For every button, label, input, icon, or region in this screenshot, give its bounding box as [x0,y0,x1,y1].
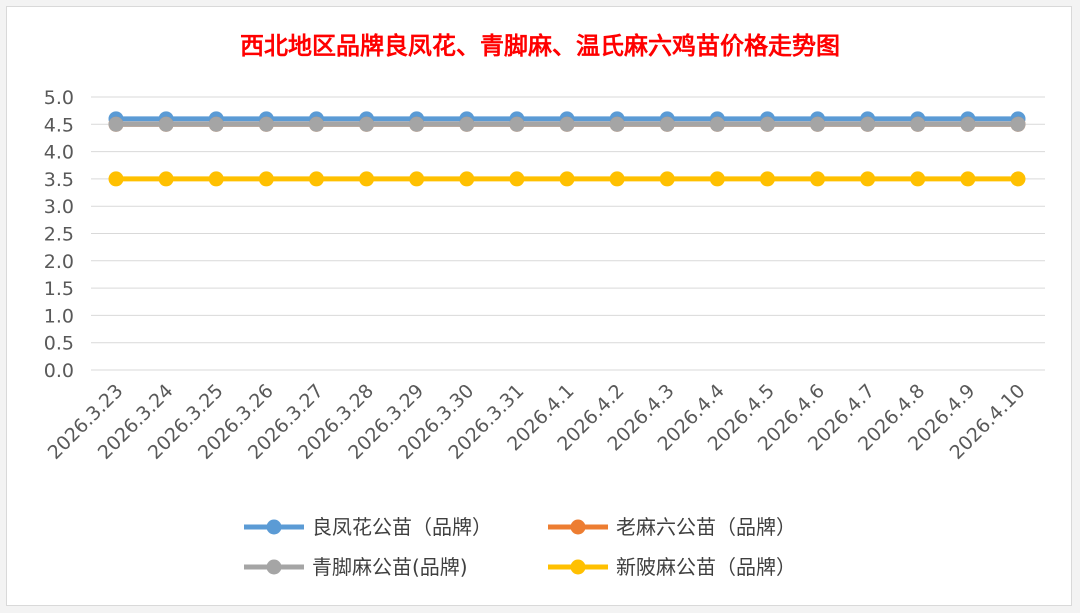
data-point [860,171,876,187]
y-tick-label: 2.0 [44,251,74,273]
data-point [409,171,425,187]
data-point [709,171,725,187]
y-tick-label: 4.5 [44,114,74,136]
series-group [108,111,1026,187]
data-point [108,116,124,132]
data-point [709,116,725,132]
series-2 [108,116,1026,132]
legend: 良凤花公苗（品牌） 老麻六公苗（品牌） 青脚麻公苗(品牌) 新陂麻公苗（品牌） [244,515,796,579]
legend-label: 老麻六公苗（品牌） [616,515,796,539]
data-point [960,116,976,132]
y-tick-label: 2.5 [44,224,74,246]
x-axis-ticks: 2026.3.232026.3.242026.3.252026.3.262026… [44,380,1030,464]
y-tick-label: 4.0 [44,142,74,164]
legend-dot-marker [570,519,586,535]
data-point [910,171,926,187]
legend-dot-marker [266,559,282,575]
data-point [609,171,625,187]
gridlines [91,96,1045,371]
data-point [308,171,324,187]
data-point [810,171,826,187]
y-tick-label: 3.0 [44,196,74,218]
data-point [910,116,926,132]
y-tick-label: 0.5 [44,333,74,355]
chart-title: 西北地区品牌良凤花、青脚麻、温氏麻六鸡苗价格走势图 [240,31,840,60]
data-point [759,116,775,132]
legend-item-2: 青脚麻公苗(品牌) [244,555,468,579]
data-point [108,171,124,187]
legend-dot-marker [266,519,282,535]
data-point [1010,171,1026,187]
data-point [509,116,525,132]
data-point [860,116,876,132]
series-3 [108,171,1026,187]
legend-item-0: 良凤花公苗（品牌） [244,515,492,539]
legend-label: 青脚麻公苗(品牌) [312,555,468,579]
y-tick-label: 1.5 [44,278,74,300]
data-point [659,116,675,132]
y-axis-ticks: 0.0 0.5 1.0 1.5 2.0 2.5 3.0 3.5 4.0 4.5 5.0 [44,87,74,382]
data-point [359,171,375,187]
data-point [559,116,575,132]
legend-item-1: 老麻六公苗（品牌） [548,515,796,539]
data-point [158,171,174,187]
chart-area [6,6,1072,606]
data-point [459,116,475,132]
legend-label: 良凤花公苗（品牌） [312,515,492,539]
y-tick-label: 1.0 [44,305,74,327]
legend-dot-marker [570,559,586,575]
y-tick-label: 5.0 [44,87,74,109]
data-point [359,116,375,132]
data-point [609,116,625,132]
data-point [659,171,675,187]
data-point [258,171,274,187]
data-point [459,171,475,187]
data-point [509,171,525,187]
y-tick-label: 0.0 [44,360,74,382]
legend-item-3: 新陂麻公苗（品牌） [548,555,796,579]
data-point [208,171,224,187]
data-point [158,116,174,132]
data-point [258,116,274,132]
data-point [409,116,425,132]
y-tick-label: 3.5 [44,169,74,191]
data-point [759,171,775,187]
data-point [1010,116,1026,132]
data-point [960,171,976,187]
legend-label: 新陂麻公苗（品牌） [616,555,796,579]
data-point [208,116,224,132]
data-point [810,116,826,132]
data-point [308,116,324,132]
data-point [559,171,575,187]
